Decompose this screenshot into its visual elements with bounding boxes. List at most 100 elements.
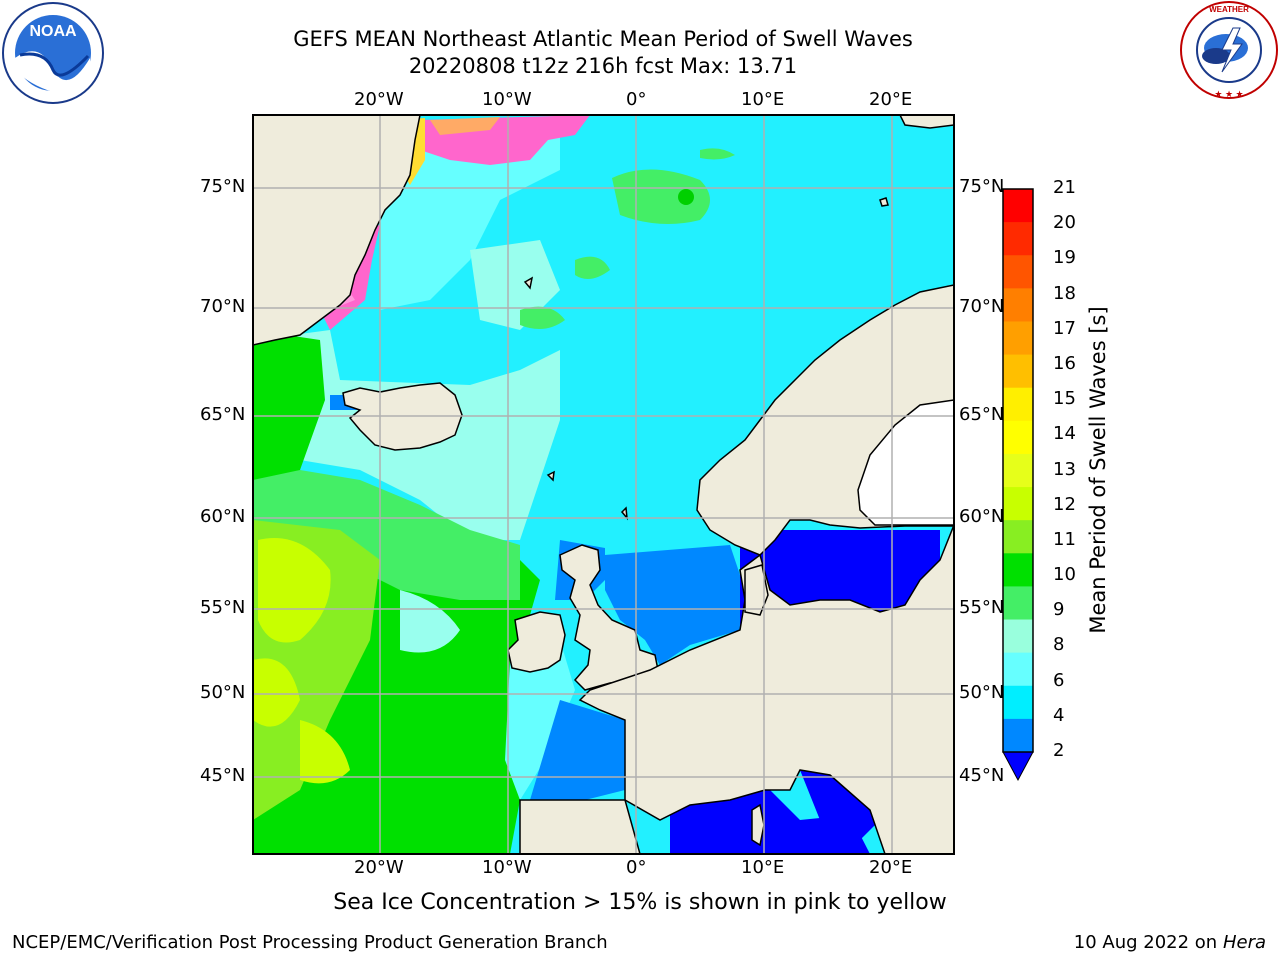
lon-label-top: 20°W <box>354 89 404 110</box>
colorbar-tick-label: 21 <box>1053 177 1076 198</box>
colorbar-segment <box>1003 354 1033 389</box>
lat-label-right: 50°N <box>959 682 1005 703</box>
colorbar-tick-label: 13 <box>1053 458 1076 480</box>
colorbar-under-arrow <box>1002 751 1034 782</box>
sardinia <box>751 803 765 847</box>
colorbar-tick-label: 11 <box>1053 528 1076 550</box>
sea-ice-high-concentration <box>430 117 500 135</box>
map-subtitle: 20220808 t12z 216h fcst Max: 13.71 <box>408 54 798 78</box>
colorbar-segment <box>1003 387 1033 422</box>
colorbar-segment <box>1003 652 1033 687</box>
colorbar-segment <box>1003 718 1033 753</box>
colorbar-tick-label: 9 <box>1053 599 1065 621</box>
lat-label-left: 75°N <box>200 176 246 197</box>
lat-label-right: 65°N <box>959 404 1005 425</box>
colorbar-segment <box>1003 520 1033 554</box>
graticule <box>253 115 954 854</box>
lon-label-bottom: 10°W <box>482 857 532 878</box>
colorbar-tick-label: 17 <box>1053 317 1076 339</box>
colorbar-tick-label: 14 <box>1053 423 1076 445</box>
lat-label-left: 45°N <box>200 765 246 786</box>
colorbar-segment <box>1003 420 1033 455</box>
colorbar-segment <box>1003 685 1033 720</box>
colorbar-title: Mean Period of Swell Waves [s] <box>1086 306 1110 634</box>
ireland <box>507 611 566 673</box>
swell-11s-core <box>678 189 694 205</box>
continental-europe <box>578 524 954 854</box>
land <box>253 115 954 854</box>
swell-6-8s-coastal <box>505 640 575 800</box>
faroe-islands <box>546 470 555 482</box>
colorbar-segment <box>1003 189 1033 223</box>
lat-label-left: 60°N <box>200 506 246 527</box>
sea-ice-note: Sea Ice Concentration > 15% is shown in … <box>333 890 947 915</box>
colorbar-segment <box>1003 586 1033 621</box>
colorbar-segment <box>1003 619 1033 654</box>
lon-label-bottom: 20°E <box>869 857 913 878</box>
swell-6-8s-band <box>380 125 560 310</box>
colorbar-segment <box>1003 553 1033 587</box>
colorbar-tick-label: 12 <box>1053 493 1076 515</box>
bay-of-biscay-2-4s <box>530 700 625 800</box>
lat-label-left: 55°N <box>200 597 246 618</box>
iberia <box>519 799 641 854</box>
lat-label-right: 60°N <box>959 506 1005 527</box>
lon-label-top: 10°E <box>741 89 785 110</box>
bear-island <box>879 197 889 207</box>
colorbar-frame <box>1002 188 1034 753</box>
colorbar-tick-label: 8 <box>1053 634 1065 656</box>
footer-date-text: 10 Aug 2022 on <box>1073 932 1218 953</box>
colorbar-segments <box>1003 189 1033 753</box>
lon-label-bottom: 20°W <box>354 857 404 878</box>
lon-label-top: 0° <box>626 89 647 110</box>
colorbar-tick-label: 18 <box>1053 282 1076 304</box>
colorbar-tick-label: 19 <box>1053 247 1076 269</box>
colorbar-tick-label: 6 <box>1053 669 1065 691</box>
colorbar-tick-label: 2 <box>1053 740 1065 761</box>
map-title: GEFS MEAN Northeast Atlantic Mean Period… <box>293 27 913 51</box>
swell-patch <box>575 256 610 279</box>
svalbard <box>899 115 954 129</box>
north-sea-2-4s <box>605 545 745 665</box>
swell-8-9s-patch <box>400 590 460 653</box>
colorbar-segment <box>1003 255 1033 289</box>
colorbar-segment <box>1003 453 1033 488</box>
lat-label-left: 70°N <box>200 296 246 317</box>
map-frame <box>252 114 955 855</box>
colorbar-segment <box>1003 321 1033 356</box>
swell-patch <box>700 148 735 160</box>
swell-12-13s-core <box>258 538 331 643</box>
svg-text:WEATHER: WEATHER <box>1209 5 1249 14</box>
colorbar-tick-label: 15 <box>1053 388 1076 410</box>
svg-text:★ ★ ★: ★ ★ ★ <box>1214 89 1243 99</box>
lon-label-top: 10°W <box>482 89 532 110</box>
colorbar-segment <box>1003 487 1033 521</box>
colorbar-segment <box>1003 288 1033 322</box>
mediterranean-under-2s <box>670 790 870 854</box>
lat-label-right: 45°N <box>959 765 1005 786</box>
lon-label-bottom: 10°E <box>741 857 785 878</box>
colorbar-tick-label: 16 <box>1053 352 1076 374</box>
adriatic-under-2s <box>800 770 880 840</box>
lat-label-left: 50°N <box>200 682 246 703</box>
colorbar-tick-label: 4 <box>1053 704 1065 726</box>
lon-label-bottom: 0° <box>626 857 647 878</box>
greenland <box>253 115 421 346</box>
shetland <box>620 506 628 521</box>
noaa-logo: NOAA <box>2 2 104 104</box>
swell-patch <box>520 306 565 329</box>
footer-date: 10 Aug 2022 on Hera <box>1074 932 1266 953</box>
gulf-of-bothnia <box>857 399 954 526</box>
colorbar-tick-label: 20 <box>1053 212 1076 234</box>
footer-host: Hera <box>1222 932 1266 953</box>
colorbar-tick-label: 10 <box>1053 564 1076 586</box>
svg-text:NOAA: NOAA <box>29 23 77 40</box>
lat-label-right: 70°N <box>959 296 1005 317</box>
swell-12-13s-core <box>300 720 350 784</box>
jan-mayen <box>523 276 534 290</box>
lon-label-top: 20°E <box>869 89 913 110</box>
lat-label-left: 65°N <box>200 404 246 425</box>
swell-12-13s-core <box>253 658 300 727</box>
